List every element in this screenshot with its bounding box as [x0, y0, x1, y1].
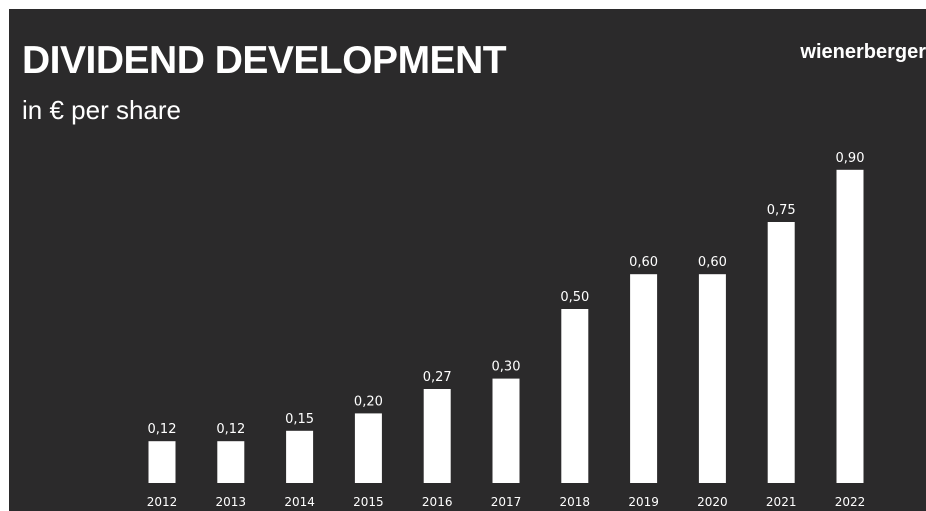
x-tick-label-2018: 2018 [560, 495, 591, 509]
x-tick-label-2019: 2019 [628, 495, 659, 509]
data-label-2015: 0,20 [354, 394, 383, 409]
bar-2013 [217, 441, 245, 483]
data-label-2021: 0,75 [767, 203, 796, 218]
data-label-2014: 0,15 [285, 412, 314, 427]
bar-2022 [836, 169, 864, 484]
x-tick-label-2017: 2017 [491, 495, 522, 509]
data-label-2012: 0,12 [148, 422, 177, 437]
bar-2016 [423, 389, 451, 483]
chart-subtitle: in € per share [22, 95, 181, 125]
bar-2017 [492, 378, 520, 483]
x-tick-label-2015: 2015 [353, 495, 384, 509]
bar-2012 [148, 441, 176, 483]
data-label-2017: 0,30 [492, 360, 521, 375]
bar-2021 [767, 222, 795, 483]
bar-chart: 0,12 2012 0,12 2013 0,15 2014 0,20 2015 0,27 2016… [147, 151, 866, 509]
data-label-2022: 0,90 [836, 151, 865, 166]
x-tick-label-2016: 2016 [422, 495, 453, 509]
bar-2019 [630, 274, 658, 483]
data-label-2020: 0,60 [698, 255, 727, 270]
x-tick-label-2022: 2022 [835, 495, 866, 509]
x-tick-label-2014: 2014 [284, 495, 315, 509]
x-tick-label-2013: 2013 [216, 495, 247, 509]
chart-slide: DIVIDEND DEVELOPMENT in € per share wien… [9, 9, 926, 511]
x-tick-label-2021: 2021 [766, 495, 797, 509]
bar-2015 [354, 413, 382, 483]
x-tick-label-2012: 2012 [147, 495, 178, 509]
wienerberger-logo: wienerberger [800, 41, 926, 63]
bar-2020 [698, 274, 726, 483]
data-label-2018: 0,50 [560, 290, 589, 305]
data-label-2013: 0,12 [216, 422, 245, 437]
bar-2018 [561, 309, 589, 483]
data-label-2019: 0,60 [629, 255, 658, 270]
chart-title: DIVIDEND DEVELOPMENT [22, 39, 507, 82]
x-tick-label-2020: 2020 [697, 495, 728, 509]
data-label-2016: 0,27 [423, 370, 452, 385]
bar-2014 [286, 430, 314, 483]
